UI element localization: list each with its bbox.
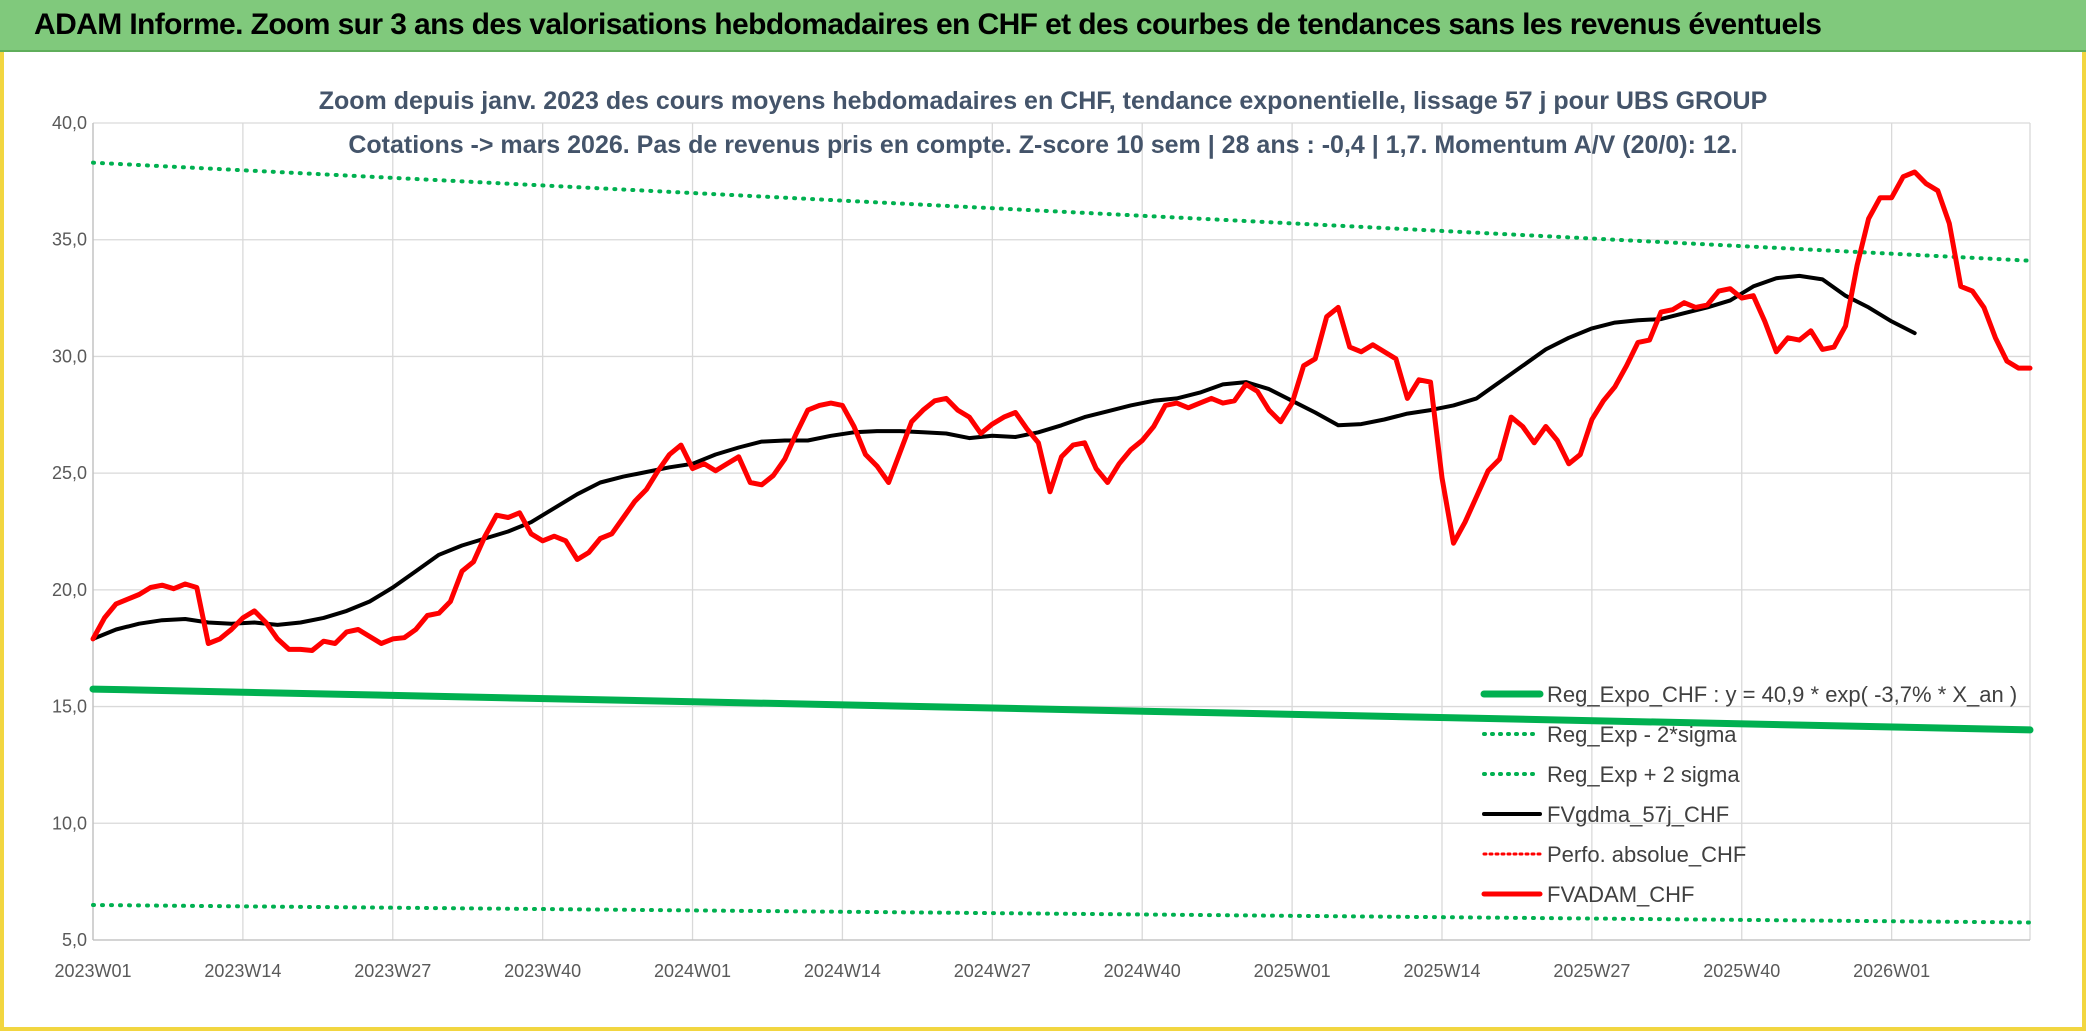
y-tick-label: 15,0 xyxy=(52,697,87,717)
legend-label-perfo: Perfo. absolue_CHF xyxy=(1547,842,1746,867)
legend-label-lower_band: Reg_Exp - 2*sigma xyxy=(1547,722,1737,747)
x-tick-label: 2023W40 xyxy=(504,961,581,981)
x-tick-label: 2025W40 xyxy=(1703,961,1780,981)
legend: Reg_Expo_CHF : y = 40,9 * exp( -3,7% * X… xyxy=(1480,682,2017,907)
plot-area xyxy=(89,160,2034,925)
x-tick-label: 2024W40 xyxy=(1104,961,1181,981)
chart-title-line2: Cotations -> mars 2026. Pas de revenus p… xyxy=(348,131,1737,159)
gridlines xyxy=(92,122,2031,941)
y-tick-label: 5,0 xyxy=(62,930,87,950)
x-tick-label: 2024W14 xyxy=(804,961,881,981)
series-lower-band xyxy=(91,902,2032,925)
x-axis: 2023W01 2023W14 2023W27 2023W40 2024W01 2024W… xyxy=(54,961,1930,981)
x-tick-label: 2025W27 xyxy=(1553,961,1630,981)
series-reg-expo xyxy=(89,685,2034,734)
x-tick-label: 2024W27 xyxy=(954,961,1031,981)
y-tick-label: 25,0 xyxy=(52,463,87,483)
x-tick-label: 2026W01 xyxy=(1853,961,1930,981)
report-title: ADAM Informe. Zoom sur 3 ans des valoris… xyxy=(34,8,1822,41)
y-tick-label: 20,0 xyxy=(52,580,87,600)
legend-label-reg_expo: Reg_Expo_CHF : y = 40,9 * exp( -3,7% * X… xyxy=(1547,682,2017,707)
x-tick-label: 2025W14 xyxy=(1403,961,1480,981)
header-bar: ADAM Informe. Zoom sur 3 ans des valoris… xyxy=(0,0,2086,52)
y-tick-label: 30,0 xyxy=(52,346,87,366)
x-tick-label: 2023W14 xyxy=(204,961,281,981)
x-tick-label: 2023W27 xyxy=(354,961,431,981)
y-tick-label: 40,0 xyxy=(52,113,87,133)
series-upper-band xyxy=(91,160,2032,263)
x-tick-label: 2024W01 xyxy=(654,961,731,981)
x-tick-label: 2023W01 xyxy=(54,961,131,981)
y-tick-label: 10,0 xyxy=(52,813,87,833)
legend-label-gdma: FVgdma_57j_CHF xyxy=(1547,802,1729,827)
y-tick-label: 35,0 xyxy=(52,230,87,250)
x-tick-label: 2025W01 xyxy=(1254,961,1331,981)
chart-title-line1: Zoom depuis janv. 2023 des cours moyens … xyxy=(319,87,1768,115)
legend-label-upper_band: Reg_Exp + 2 sigma xyxy=(1547,762,1740,787)
series-adam xyxy=(90,169,2033,653)
legend-label-adam: FVADAM_CHF xyxy=(1547,882,1695,907)
y-axis: 40,0 35,0 30,0 25,0 20,0 15,0 10,0 5,0 xyxy=(52,113,87,950)
series-gdma xyxy=(91,273,1917,641)
